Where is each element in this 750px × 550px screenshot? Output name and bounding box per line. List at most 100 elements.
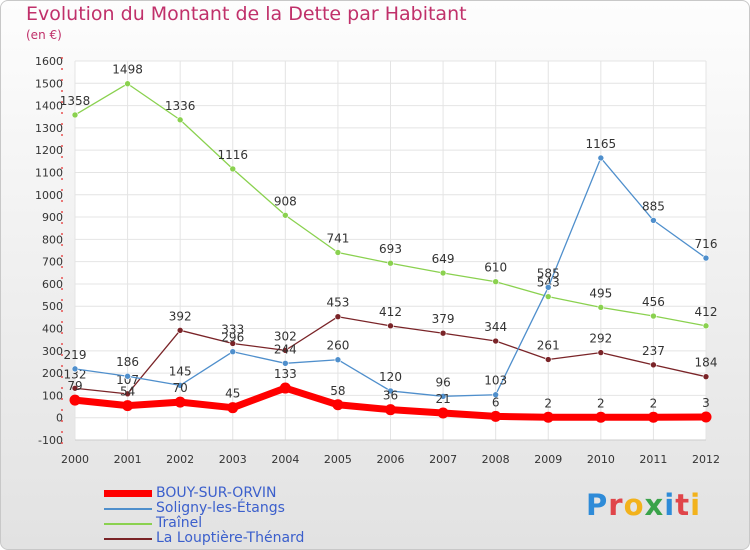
data-point	[492, 391, 499, 399]
data-label: 70	[173, 381, 188, 395]
y-tick-label: 300	[42, 345, 63, 358]
data-label: 2	[650, 396, 658, 410]
data-point	[702, 322, 710, 330]
data-point	[702, 254, 710, 262]
data-label: 132	[64, 367, 87, 381]
x-tick-label: 2007	[429, 453, 457, 466]
y-tick-label: 400	[42, 323, 63, 336]
x-tick-label: 2009	[534, 453, 562, 466]
data-label: 302	[274, 329, 297, 343]
data-point	[544, 293, 552, 300]
y-tick-label: 800	[42, 233, 63, 246]
x-tick-label: 2008	[482, 453, 510, 466]
data-label: 2	[544, 396, 552, 410]
data-point	[174, 396, 186, 408]
data-label: 54	[120, 385, 135, 399]
data-point	[437, 407, 449, 419]
data-point	[69, 394, 81, 406]
data-label: 79	[67, 379, 82, 393]
y-tick-label: 1400	[35, 100, 63, 113]
data-point	[124, 390, 131, 398]
data-label: 649	[432, 252, 455, 266]
legend-label: BOUY-SUR-ORVIN	[156, 485, 277, 501]
data-point	[176, 327, 184, 334]
data-label: 184	[695, 356, 718, 370]
y-tick-label: 1500	[35, 77, 63, 90]
x-tick-label: 2000	[61, 453, 89, 466]
data-label: 219	[64, 348, 87, 362]
data-point	[597, 349, 605, 356]
x-tick-label: 2004	[271, 453, 299, 466]
data-label: 543	[537, 276, 560, 290]
data-point	[229, 348, 237, 356]
data-label: 585	[537, 266, 560, 280]
data-label: 716	[695, 237, 718, 251]
data-point	[334, 356, 342, 364]
data-label: 2	[597, 396, 605, 410]
x-tick-label: 2006	[377, 453, 405, 466]
data-point	[439, 393, 447, 400]
y-tick-label: -100	[38, 434, 63, 447]
data-point	[595, 411, 607, 423]
data-label: 292	[589, 332, 612, 346]
legend-label: Traînel	[156, 515, 203, 531]
y-tick-label: 700	[42, 256, 63, 269]
data-label: 244	[274, 342, 297, 356]
data-label: 120	[379, 370, 402, 384]
data-label: 1498	[112, 63, 143, 77]
data-point	[229, 165, 237, 173]
data-point	[71, 384, 79, 392]
data-label: 6	[492, 395, 500, 409]
data-label: 45	[225, 387, 240, 401]
y-tick-label: 1100	[35, 166, 63, 179]
data-point	[439, 269, 447, 277]
legend-item-louptiere: La Louptière-Thénard	[104, 531, 304, 546]
x-tick-label: 2010	[587, 453, 615, 466]
y-tick-label: 1000	[35, 189, 63, 202]
data-point	[387, 259, 394, 267]
data-point	[124, 80, 131, 88]
data-point	[597, 154, 605, 162]
legend-swatch	[104, 490, 152, 497]
data-label: 133	[274, 367, 297, 381]
data-label: 96	[435, 375, 450, 389]
data-point	[176, 116, 184, 124]
y-tick-label: 600	[42, 278, 63, 291]
data-point	[279, 382, 291, 394]
chart-title: Evolution du Montant de la Dette par Hab…	[26, 3, 467, 25]
data-point	[282, 360, 289, 367]
data-label: 412	[379, 305, 402, 319]
y-tick-label: 1300	[35, 122, 63, 135]
data-point	[647, 411, 659, 423]
data-point	[282, 347, 289, 354]
data-label: 145	[169, 364, 192, 378]
legend-label: Soligny-les-Étangs	[156, 500, 285, 516]
data-point	[71, 111, 79, 119]
data-point	[650, 361, 657, 369]
y-tick-label: 1600	[35, 55, 63, 68]
data-point	[176, 382, 184, 389]
y-tick-label: 200	[42, 367, 63, 380]
data-label: 237	[642, 344, 665, 358]
data-point	[542, 411, 554, 423]
data-point	[492, 337, 499, 345]
data-point	[334, 249, 342, 256]
data-label: 456	[642, 295, 665, 309]
legend-swatch	[104, 537, 152, 540]
data-label: 58	[330, 384, 345, 398]
data-label: 379	[432, 312, 455, 326]
data-label: 21	[435, 392, 450, 406]
data-label: 186	[116, 355, 139, 369]
data-point	[700, 411, 712, 423]
data-label: 908	[274, 194, 297, 208]
data-label: 741	[326, 232, 349, 246]
y-tick-label: 100	[42, 389, 63, 402]
data-label: 453	[326, 296, 349, 310]
legend-swatch	[104, 522, 152, 525]
data-point	[490, 410, 502, 422]
x-tick-label: 2001	[114, 453, 142, 466]
data-point	[492, 278, 499, 286]
data-point	[650, 312, 657, 320]
legend-item-bouy: BOUY-SUR-ORVIN	[104, 486, 304, 501]
